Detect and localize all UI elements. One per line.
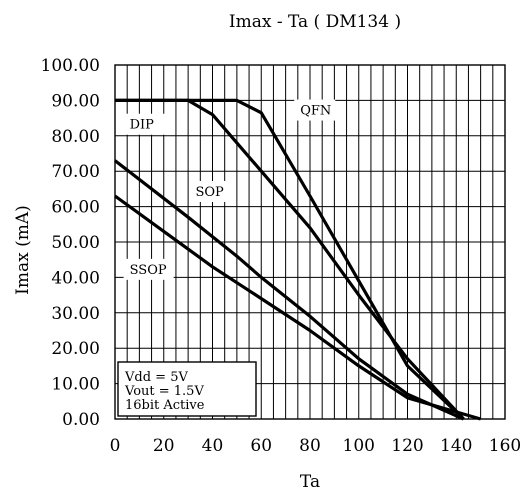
x-tick-label: 120	[391, 436, 423, 456]
y-tick-label: 60.00	[51, 198, 100, 218]
y-axis-label: Imax (mA)	[13, 205, 33, 295]
series-label-qfn: QFN	[300, 104, 331, 119]
series-label-sop: SOP	[195, 185, 224, 200]
conditions-annotation: Vdd = 5V Vout = 1.5V 16bit Active	[117, 361, 257, 417]
y-tick-label: 10.00	[51, 375, 100, 395]
series-label-background	[294, 99, 336, 121]
x-tick-label: 160	[489, 436, 520, 456]
y-tick-label: 20.00	[51, 339, 100, 359]
series-label-ssop: SSOP	[130, 263, 167, 278]
y-tick-label: 100.00	[41, 56, 100, 76]
x-tick-label: 0	[110, 436, 121, 456]
series-label-dip: DIP	[130, 118, 155, 133]
series-label-background	[123, 258, 174, 280]
y-tick-label: 90.00	[51, 91, 100, 111]
plot-frame	[114, 64, 506, 420]
series-label-background	[123, 113, 165, 135]
x-tick-label: 140	[440, 436, 472, 456]
x-tick-label: 60	[250, 436, 272, 456]
chart-title: Imax - Ta ( DM134 )	[229, 12, 401, 32]
y-tick-label: 50.00	[51, 233, 100, 253]
x-tick-label: 100	[343, 436, 375, 456]
y-tick-label: 30.00	[51, 304, 100, 324]
y-tick-label: 40.00	[51, 268, 100, 288]
y-tick-label: 80.00	[51, 127, 100, 147]
x-tick-label: 20	[153, 436, 175, 456]
y-tick-label: 0.00	[62, 410, 100, 430]
condition-active: 16bit Active	[125, 398, 205, 413]
series-lines	[114, 98, 482, 421]
series-line-qfn	[115, 98, 465, 421]
y-tick-label: 70.00	[51, 162, 100, 182]
series-line-sop	[114, 159, 465, 421]
gridlines	[115, 65, 505, 419]
condition-vdd: Vdd = 5V	[124, 370, 188, 385]
series-line-ssop	[114, 194, 482, 421]
series-labels: QFN DIP SOP SSOP	[123, 99, 336, 280]
tick-labels: 0 20 40 60 80 100 120 140 160 0.00 10.00 20.00 30.00…	[41, 56, 520, 456]
conditions-box-border	[117, 361, 257, 417]
condition-vout: Vout = 1.5V	[124, 384, 204, 399]
series-line-dip	[115, 98, 465, 421]
x-tick-label: 40	[202, 436, 224, 456]
series-label-background	[189, 180, 231, 202]
x-axis-label: Ta	[300, 472, 320, 492]
x-tick-label: 80	[299, 436, 321, 456]
